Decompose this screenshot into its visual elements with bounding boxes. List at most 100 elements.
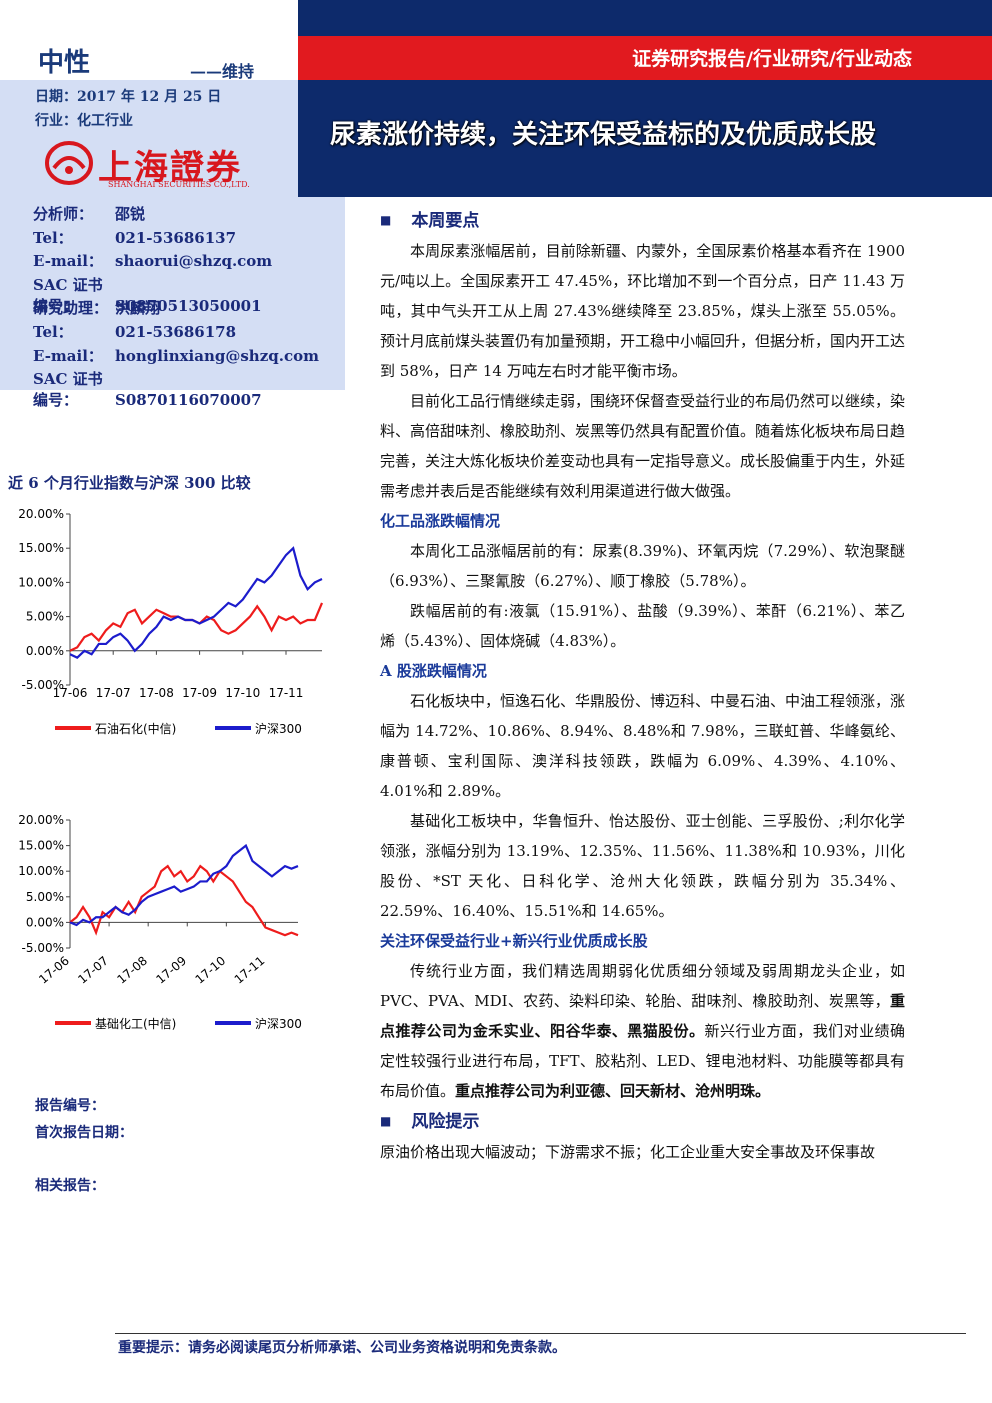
- industry: 行业：化工行业: [35, 113, 133, 129]
- analyst-row: E-mail： honglinxiang@shzq.com: [33, 345, 319, 366]
- analyst-row: Tel： 021-53686137: [33, 227, 236, 248]
- text-run: 跌幅居前的有:液氯（15.91%）、盐酸（9.39%）、苯酐（6.21%）、苯乙…: [380, 602, 905, 650]
- logo: 上海證券: [98, 148, 242, 188]
- paragraph: 石化板块中，恒逸石化、华鼎股份、博迈科、中曼石油、中油工程领涨，涨幅为 14.7…: [380, 686, 905, 806]
- analyst-value: 021-53686137: [115, 228, 237, 247]
- y-tick-label: 15.00%: [18, 839, 64, 853]
- x-tick-label: 17-06: [36, 954, 72, 987]
- series-line: [69, 546, 323, 659]
- sub: A 股涨跌幅情况: [380, 662, 487, 680]
- analyst-label: SAC 证书编号：: [33, 370, 103, 410]
- analyst-label: 分析师：: [33, 205, 94, 223]
- x-tick-label: 17-10: [225, 686, 260, 700]
- analyst-value: honglinxiang@shzq.com: [115, 346, 319, 365]
- analyst-row: SAC 证书编号： S0870116070007: [33, 368, 262, 410]
- text-run: 本周化工品涨幅居前的有：尿素(8.39%)、环氧丙烷（7.29%）、软泡聚醚（6…: [380, 542, 905, 590]
- meta-label: 首次报告日期：: [35, 1125, 133, 1141]
- x-tick-label: 17-06: [53, 686, 88, 700]
- sub: 化工品涨跌幅情况: [380, 512, 501, 530]
- y-tick-label: 5.00%: [26, 890, 64, 904]
- logo-icon: [45, 141, 93, 185]
- paragraph: 本周尿素涨幅居前，目前除新疆、内蒙外，全国尿素价格基本看齐在 1900 元/吨以…: [380, 236, 905, 386]
- meta-label: 报告编号：: [35, 1098, 105, 1114]
- x-tick-label: 17-07: [75, 954, 111, 987]
- legend-label: 石油石化(中信): [95, 721, 176, 736]
- y-tick-label: 10.00%: [18, 864, 64, 878]
- x-tick-label: 17-10: [193, 954, 229, 987]
- analyst-value: 邵锐: [115, 205, 146, 223]
- report-title: 尿素涨价持续，关注环保受益标的及优质成长股: [330, 120, 877, 150]
- y-tick-label: 15.00%: [18, 541, 64, 555]
- series-line: [69, 843, 299, 927]
- paragraph: 原油价格出现大幅波动；下游需求不振；化工企业重大安全事故及环保事故: [380, 1137, 905, 1167]
- x-tick-label: 17-08: [114, 954, 150, 987]
- text-run: 基础化工板块中，华鲁恒升、怡达股份、亚士创能、三孚股份、;利尔化学领涨，涨幅分别…: [380, 812, 905, 920]
- analyst-value: shaorui@shzq.com: [115, 252, 273, 271]
- band: [298, 0, 992, 36]
- paragraph: 本周化工品涨幅居前的有：尿素(8.39%)、环氧丙烷（7.29%）、软泡聚醚（6…: [380, 536, 905, 596]
- side-chart-title: 近 6 个月行业指数与沪深 300 比较: [8, 474, 251, 492]
- paragraph: 目前化工品行情继续走弱，围绕环保督查受益行业的布局仍然可以继续，染料、高倍甜味剂…: [380, 386, 905, 506]
- paragraph: 跌幅居前的有:液氯（15.91%）、盐酸（9.39%）、苯酐（6.21%）、苯乙…: [380, 596, 905, 656]
- y-tick-label: 20.00%: [18, 507, 64, 521]
- analyst-value: S0870116070007: [115, 391, 262, 410]
- sub: 关注环保受益行业+新兴行业优质成长股: [380, 932, 648, 950]
- chart: -5.00%0.00%5.00%10.00%15.00%20.00%17-06 1…: [18, 813, 302, 1031]
- analyst-row: 分析师： 邵锐: [33, 203, 145, 224]
- x-tick-label: 17-11: [232, 954, 268, 987]
- band: [298, 80, 992, 197]
- footer-rule: [115, 1333, 966, 1334]
- breadcrumb: 证券研究报告/行业研究/行业动态: [632, 48, 912, 70]
- y-tick-label: -5.00%: [22, 678, 64, 692]
- paragraph: 基础化工板块中，华鲁恒升、怡达股份、亚士创能、三孚股份、;利尔化学领涨，涨幅分别…: [380, 806, 905, 926]
- y-tick-label: -5.00%: [22, 941, 64, 955]
- text-run: 新兴行业方面，我们对业绩确定性较强行业进行布局，TFT、胶粘剂、LED、锂电池材…: [380, 1022, 905, 1100]
- analyst-label: E-mail：: [33, 252, 103, 271]
- left-panel: [0, 80, 345, 390]
- analyst-value: 洪麟翔: [115, 299, 161, 318]
- analyst-row: SAC 证书编号： S0870513050001: [33, 274, 262, 316]
- band: [298, 36, 992, 80]
- y-tick-label: 0.00%: [26, 915, 64, 929]
- date: 日期：2017 年 12 月 25 日: [35, 89, 222, 105]
- legend-label: 沪深300: [255, 1017, 302, 1031]
- analyst-label: Tel：: [33, 323, 73, 341]
- x-tick-label: 17-07: [96, 686, 131, 700]
- text-run: 重点推荐公司为金禾实业、阳谷华泰、黑猫股份。: [380, 992, 905, 1040]
- legend-label: 基础化工(中信): [95, 1016, 176, 1031]
- analyst-row: 研究助理： 洪麟翔: [33, 297, 160, 318]
- logo-sub: SHANGHAI SECURITIES CO.,LTD.: [108, 180, 250, 189]
- text-run: 本周尿素涨幅居前，目前除新疆、内蒙外，全国尿素价格基本看齐在 1900 元/吨以…: [380, 242, 906, 380]
- y-tick-label: 0.00%: [26, 644, 64, 658]
- analyst-row: Tel： 021-53686178: [33, 321, 236, 342]
- analyst-label: SAC 证书编号：: [33, 275, 103, 315]
- text-run: 原油价格出现大幅波动；下游需求不振；化工企业重大安全事故及环保事故: [380, 1143, 876, 1161]
- analyst-label: Tel：: [33, 228, 73, 247]
- x-tick-label: 17-09: [182, 686, 217, 700]
- text-run: 重点推荐公司为利亚德、回天新材、沧州明珠。: [455, 1082, 771, 1100]
- y-tick-label: 20.00%: [18, 813, 64, 827]
- x-tick-label: 17-11: [269, 686, 304, 700]
- analyst-label: E-mail：: [33, 346, 103, 365]
- heading: 本周要点: [380, 205, 905, 236]
- text-run: 石化板块中，恒逸石化、华鼎股份、博迈科、中曼石油、中油工程领涨，涨幅为 14.7…: [380, 692, 906, 800]
- analyst-value: S0870513050001: [115, 296, 262, 315]
- legend-label: 沪深300: [255, 722, 302, 736]
- x-tick-label: 17-09: [153, 954, 189, 987]
- footer: 重要提示：请务必阅读尾页分析师承诺、公司业务资格说明和免责条款。: [118, 1340, 566, 1356]
- series-line: [69, 864, 299, 937]
- x-tick-label: 17-08: [139, 686, 174, 700]
- meta-label: 相关报告：: [35, 1178, 105, 1194]
- heading: 风险提示: [380, 1106, 905, 1137]
- analyst-row: E-mail： shaorui@shzq.com: [33, 250, 272, 271]
- text-run: 传统行业方面，我们精选周期弱化优质细分领域及弱周期龙头企业，如 PVC、PVA、…: [380, 962, 905, 1010]
- y-tick-label: 10.00%: [18, 575, 64, 589]
- chart: -5.00% 0.00% 5.00% 10.00% 15.00% 20.00% 17-06 1…: [18, 507, 324, 736]
- analyst-label: 研究助理：: [33, 299, 109, 318]
- paragraph: 传统行业方面，我们精选周期弱化优质细分领域及弱周期龙头企业，如 PVC、PVA、…: [380, 956, 905, 1106]
- analyst-value: 021-53686178: [115, 323, 237, 341]
- y-tick-label: 5.00%: [26, 610, 64, 624]
- rating-note: ——维持: [190, 62, 255, 81]
